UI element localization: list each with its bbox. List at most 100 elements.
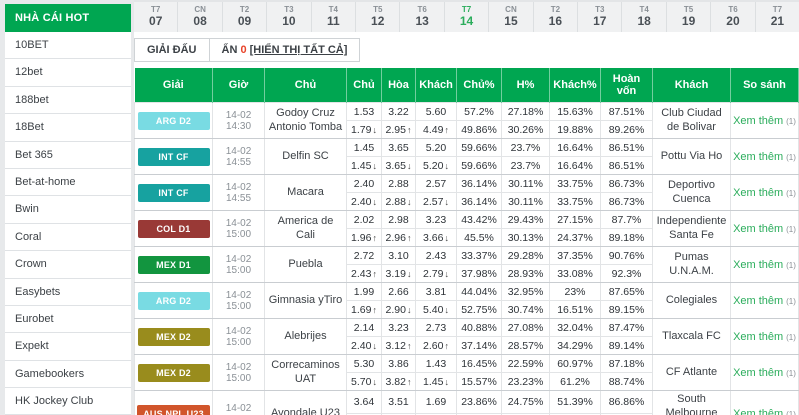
odds-row: 1.79↓ 2.95↑ 4.49↑ 49.86% 30.26% 19.88% 89.26%	[135, 120, 799, 139]
league-badge[interactable]: MEX D2	[137, 363, 210, 382]
compare-count: (1)	[786, 368, 796, 378]
col-header: Khách%	[549, 68, 601, 103]
compare-link[interactable]: Xem thêm	[733, 150, 784, 163]
percent-value: 88.74%	[600, 372, 653, 391]
tab-day-label: T4	[328, 5, 338, 14]
percent-value: 27.15%	[549, 210, 601, 229]
league-badge[interactable]: INT CF	[137, 147, 210, 166]
league-badge[interactable]: ARG D2	[137, 291, 210, 310]
odds-value: 2.43↑	[346, 264, 382, 283]
odds-value: 2.88↓	[381, 192, 416, 211]
compare-link[interactable]: Xem thêm	[733, 407, 784, 415]
date-tab-16[interactable]: T2 16	[534, 2, 579, 32]
compare-link[interactable]: Xem thêm	[733, 258, 784, 271]
percent-value: 86.51%	[600, 156, 653, 175]
date-tab-09[interactable]: T2 09	[223, 2, 268, 32]
percent-value: 60.97%	[549, 354, 601, 373]
bookmaker-item[interactable]: Bwin	[5, 196, 131, 224]
compare-link[interactable]: Xem thêm	[733, 186, 784, 199]
league-cell: ARG D2	[134, 282, 213, 319]
odds-value: 3.66↓	[415, 228, 457, 247]
tab-day-label: CN	[505, 5, 517, 14]
date-tab-21[interactable]: T7 21	[756, 2, 799, 32]
league-badge[interactable]: INT CF	[137, 183, 210, 202]
odds-value: 3.82↑	[381, 372, 416, 391]
col-header: Chủ%	[456, 68, 502, 103]
date-tab-18[interactable]: T4 18	[622, 2, 667, 32]
league-badge[interactable]: MEX D2	[137, 327, 210, 346]
date-tab-17[interactable]: T3 17	[578, 2, 623, 32]
tab-date-number: 19	[681, 14, 696, 28]
tab-date-number: 13	[415, 14, 429, 28]
trend-down-icon: ↓	[406, 304, 412, 315]
col-header: Giờ	[212, 68, 265, 103]
percent-value: 89.18%	[600, 228, 653, 247]
odds-value: 2.95↑	[381, 120, 416, 139]
date-tab-07[interactable]: T7 07	[134, 2, 179, 32]
bookmaker-item[interactable]: 10BET	[5, 32, 131, 60]
compare-link[interactable]: Xem thêm	[733, 222, 784, 235]
away-team: Colegiales	[652, 282, 731, 319]
percent-value: 86.51%	[600, 138, 653, 157]
bookmaker-item[interactable]: Easybets	[5, 278, 131, 306]
bookmaker-item[interactable]: 188bet	[5, 86, 131, 115]
bookmaker-item[interactable]: Eurobet	[5, 305, 131, 334]
hide-show-toggle[interactable]: ẨN 0 [HIỂN THỊ TẤT CẢ]	[209, 38, 361, 62]
tab-date-number: 08	[193, 14, 207, 28]
sidebar-title: NHÀ CÁI HOT	[5, 4, 131, 32]
tab-date-number: 18	[637, 14, 651, 28]
bookmaker-item[interactable]: Crown	[5, 251, 131, 279]
trend-down-icon: ↓	[406, 268, 412, 279]
compare-link[interactable]: Xem thêm	[733, 294, 784, 307]
hide-label: ẨN	[221, 44, 238, 56]
bookmaker-item[interactable]: 12bet	[5, 59, 131, 87]
date-tab-12[interactable]: T5 12	[356, 2, 401, 32]
trend-up-icon: ↑	[406, 124, 412, 135]
date-tab-20[interactable]: T6 20	[711, 2, 756, 32]
trend-down-icon: ↓	[406, 160, 412, 171]
bookmaker-item[interactable]: Bet 365	[5, 141, 131, 169]
percent-value: 36.14%	[456, 174, 502, 193]
tab-league[interactable]: GIẢI ĐẤU	[134, 38, 210, 62]
tab-day-label: T2	[239, 5, 250, 14]
league-badge[interactable]: ARG D2	[137, 111, 210, 130]
trend-down-icon: ↓	[372, 196, 377, 207]
tab-date-number: 16	[548, 14, 563, 28]
date-tab-11[interactable]: T4 11	[312, 2, 357, 32]
bookmaker-item[interactable]: HK Jockey Club	[5, 388, 131, 415]
bookmaker-item[interactable]: Coral	[5, 223, 131, 252]
league-badge[interactable]: COL D1	[137, 219, 210, 238]
date-tab-10[interactable]: T3 10	[267, 2, 312, 32]
bookmaker-item[interactable]: Gamebookers	[5, 360, 131, 389]
league-badge[interactable]: AUS NPL U23	[137, 404, 210, 415]
show-all-link[interactable]: [HIỂN THỊ TẤT CẢ]	[249, 44, 348, 56]
compare-link[interactable]: Xem thêm	[733, 330, 784, 343]
away-team: Independiente Santa Fe	[652, 210, 731, 247]
compare-link[interactable]: Xem thêm	[733, 366, 784, 379]
bookmaker-item[interactable]: 18Bet	[5, 114, 131, 142]
odds-value: 2.90↓	[381, 300, 416, 319]
date-tab-08[interactable]: CN 08	[178, 2, 223, 32]
league-badge[interactable]: MEX D1	[137, 255, 210, 274]
odds-value: 3.64	[346, 389, 382, 415]
date-tabbar: T7 07 CN 08 T2 09 T3 10 T4 11 T5 12 T6 13 T7 14 CN 15 T2 16…	[134, 0, 799, 32]
date-tab-15[interactable]: CN 15	[489, 2, 534, 32]
away-team: Pumas U.N.A.M.	[652, 246, 731, 283]
tab-day-label: T3	[284, 5, 294, 14]
odds-value: 3.23	[381, 318, 416, 337]
percent-value: 27.08%	[501, 318, 550, 337]
league-cell: INT CF	[134, 174, 213, 211]
odds-value: 1.45	[346, 138, 382, 157]
odds-value: 5.20↓	[415, 156, 457, 175]
col-header: H%	[501, 68, 550, 103]
odds-row: INT CF 14-02 14:55 Delfin SC 1.45 3.65 5.20 59…	[134, 138, 799, 175]
date-tab-13[interactable]: T6 13	[400, 2, 445, 32]
bookmaker-item[interactable]: Bet-at-home	[5, 168, 131, 197]
bookmaker-item[interactable]: Expekt	[5, 333, 131, 361]
tab-day-label: T7	[772, 5, 783, 14]
date-tab-14[interactable]: T7 14	[445, 2, 490, 32]
compare-link[interactable]: Xem thêm	[733, 114, 784, 127]
date-tab-19[interactable]: T5 19	[667, 2, 712, 32]
